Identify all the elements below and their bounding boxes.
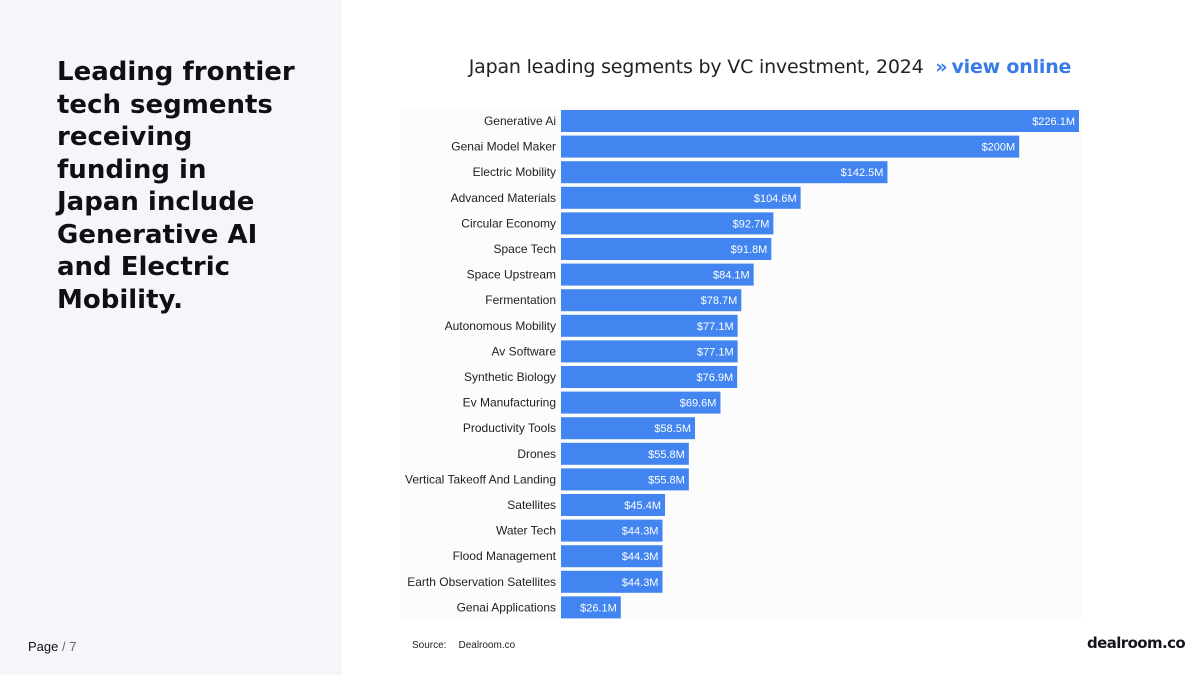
double-chevron-icon: » — [935, 56, 948, 78]
dealroom-logo: dealroom.co — [1087, 634, 1186, 652]
bar-row: Space Tech $91.8M — [494, 238, 772, 260]
bar — [561, 366, 738, 388]
category-label: Synthetic Biology — [464, 370, 556, 384]
source-value: Dealroom.co — [458, 640, 516, 651]
category-label: Vertical Takeoff And Landing — [405, 472, 556, 486]
bar-row: Satellites $45.4M — [507, 494, 666, 516]
bar-row: Circular Economy $92.7M — [461, 212, 774, 235]
category-label: Generative Ai — [484, 114, 556, 128]
value-label: $92.7M — [733, 218, 770, 230]
bar-row: Ev Manufacturing $69.6M — [463, 391, 721, 414]
value-label: $55.8M — [648, 474, 685, 486]
bar-row: Genai Applications $26.1M — [457, 596, 621, 619]
value-label: $84.1M — [713, 270, 750, 282]
category-label: Circular Economy — [461, 216, 556, 230]
value-label: $78.7M — [701, 295, 738, 307]
view-online-link[interactable]: » view online — [935, 56, 1071, 78]
bar — [561, 391, 721, 414]
bar — [561, 263, 754, 286]
bar — [561, 468, 689, 491]
category-label: Satellites — [507, 498, 556, 512]
category-label: Drones — [517, 447, 556, 461]
bar — [561, 545, 663, 568]
value-label: $77.1M — [697, 321, 734, 333]
value-label: $69.6M — [680, 398, 717, 410]
bar — [561, 442, 689, 465]
bar — [561, 340, 738, 363]
bar-row: Water Tech $44.3M — [496, 519, 663, 542]
value-label: $77.1M — [697, 346, 734, 358]
bar — [561, 212, 774, 235]
category-label: Advanced Materials — [451, 191, 556, 205]
bar — [561, 570, 663, 593]
chart-title-text: Japan leading segments by VC investment,… — [468, 56, 924, 78]
page-number: 7 — [69, 639, 77, 654]
bar — [561, 110, 1079, 132]
bar-row: Flood Management $44.3M — [453, 545, 663, 568]
bar — [561, 519, 663, 542]
bar-row: Genai Model Maker $200M — [451, 135, 1020, 158]
value-label: $226.1M — [1032, 116, 1075, 128]
page-separator: / — [62, 639, 66, 654]
value-label: $58.5M — [654, 423, 691, 435]
category-label: Autonomous Mobility — [445, 319, 556, 333]
value-label: $45.4M — [624, 500, 661, 512]
category-label: Productivity Tools — [463, 421, 556, 435]
bar — [561, 314, 738, 337]
value-label: $26.1M — [580, 602, 617, 614]
bar — [561, 161, 888, 184]
category-label: Flood Management — [453, 549, 557, 563]
page-label: Page — [28, 639, 59, 654]
value-label: $44.3M — [622, 577, 659, 589]
bar-row: Autonomous Mobility $77.1M — [445, 314, 738, 337]
bar-row: Earth Observation Satellites $44.3M — [407, 570, 663, 593]
bar-row: Advanced Materials $104.6M — [451, 186, 801, 209]
value-label: $55.8M — [648, 449, 685, 461]
bar-row: Generative Ai $226.1M — [484, 110, 1079, 132]
value-label: $200M — [982, 142, 1016, 154]
category-label: Electric Mobility — [473, 165, 556, 179]
bar — [561, 186, 801, 209]
bar — [561, 135, 1020, 158]
value-label: $44.3M — [622, 551, 659, 563]
source-note: Source: Dealroom.co — [412, 640, 515, 651]
value-label: $142.5M — [841, 167, 884, 179]
bar-row: Drones $55.8M — [517, 442, 689, 465]
bar — [561, 494, 666, 516]
bar — [561, 289, 742, 312]
value-label: $91.8M — [731, 244, 768, 256]
page-indicator: Page / 7 — [28, 639, 76, 654]
bar-row: Space Upstream $84.1M — [467, 263, 754, 286]
category-label: Fermentation — [485, 293, 556, 307]
bar — [561, 596, 621, 619]
category-label: Av Software — [492, 344, 557, 358]
bar — [561, 238, 772, 260]
bar — [561, 417, 696, 440]
value-label: $104.6M — [754, 193, 797, 205]
left-panel: Leading frontier tech segments receiving… — [0, 0, 342, 675]
category-label: Genai Model Maker — [451, 140, 556, 154]
view-online-label: view online — [951, 56, 1072, 78]
category-label: Water Tech — [496, 524, 556, 538]
category-label: Space Upstream — [467, 268, 556, 282]
bar-row: Av Software $77.1M — [492, 340, 738, 363]
chart-title: Japan leading segments by VC investment,… — [400, 56, 1140, 78]
category-label: Ev Manufacturing — [463, 396, 556, 410]
value-label: $44.3M — [622, 526, 659, 538]
value-label: $76.9M — [696, 372, 733, 384]
bar-row: Fermentation $78.7M — [485, 289, 742, 312]
bar-row: Vertical Takeoff And Landing $55.8M — [405, 468, 689, 491]
headline: Leading frontier tech segments receiving… — [57, 57, 295, 315]
bar-row: Productivity Tools $58.5M — [463, 417, 696, 440]
bar-row: Electric Mobility $142.5M — [473, 161, 888, 184]
bar-row: Synthetic Biology $76.9M — [464, 366, 738, 388]
category-label: Genai Applications — [457, 600, 556, 614]
category-label: Space Tech — [494, 242, 557, 256]
category-label: Earth Observation Satellites — [407, 575, 556, 589]
source-label: Source: — [412, 640, 447, 651]
